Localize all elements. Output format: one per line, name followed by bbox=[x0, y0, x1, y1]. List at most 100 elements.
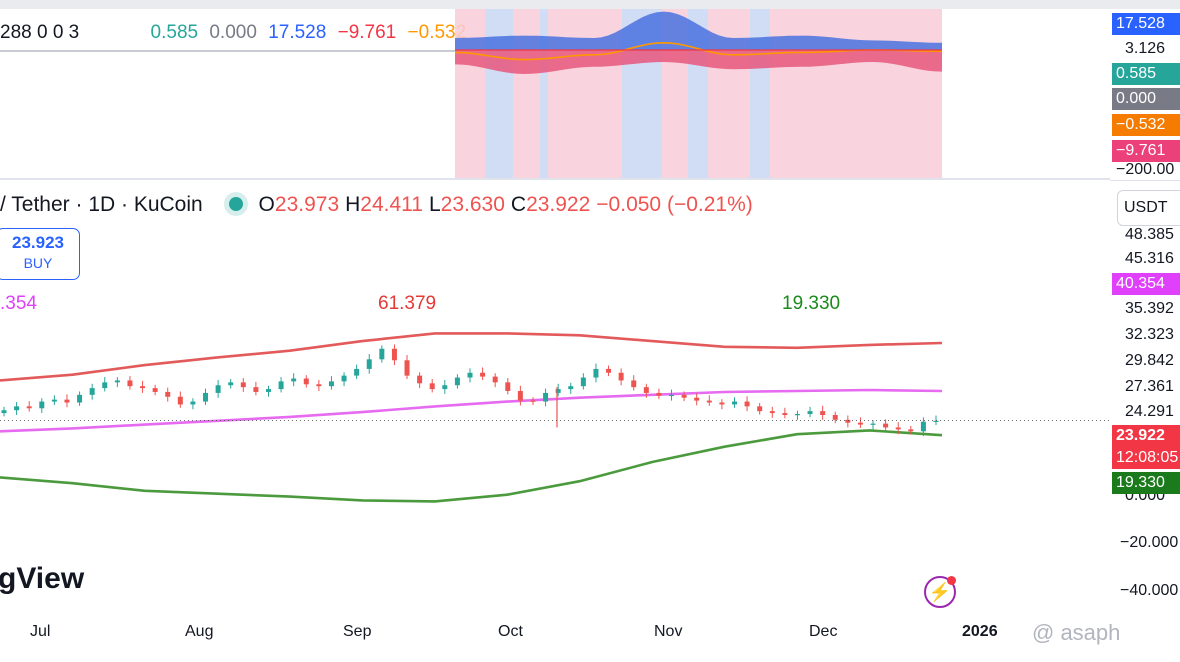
candle-body bbox=[417, 375, 423, 384]
candle-body bbox=[782, 413, 788, 415]
candle-body bbox=[933, 420, 939, 422]
indicator-values: 288 0 0 3 0.585 0.000 17.528 −9.761 −0.5… bbox=[0, 22, 472, 44]
candle-body bbox=[404, 360, 410, 376]
price-tick: 32.323 bbox=[1125, 326, 1174, 343]
indicator-tick: 3.126 bbox=[1125, 40, 1166, 57]
symbol-title[interactable]: / Tether · 1D · KuCoin bbox=[0, 193, 203, 216]
indicator-tag: 17.528 bbox=[1112, 13, 1180, 35]
candle-body bbox=[769, 411, 775, 414]
currency-button[interactable]: USDT bbox=[1117, 190, 1180, 226]
high-label: H bbox=[345, 193, 361, 216]
pane-divider[interactable] bbox=[0, 178, 1110, 180]
candle-body bbox=[140, 386, 146, 389]
x-label: Nov bbox=[654, 623, 683, 640]
candle-body bbox=[593, 368, 599, 378]
low-value: 23.630 bbox=[440, 193, 505, 216]
indicator-value: 0.000 bbox=[209, 22, 257, 43]
candle-body bbox=[190, 401, 196, 405]
chart-legend: / Tether · 1D · KuCoin O23.973 H24.411 L23… bbox=[0, 193, 759, 217]
x-label: Oct bbox=[498, 623, 523, 640]
lower-band-tag: 19.330 bbox=[1112, 472, 1180, 494]
axis-divider bbox=[1110, 180, 1180, 181]
oscillator-background-stripe bbox=[750, 9, 770, 178]
x-label: 2026 bbox=[962, 623, 998, 640]
candle-body bbox=[429, 383, 435, 390]
indicator-value: 17.528 bbox=[268, 22, 327, 43]
indicator-tick: −200.00 bbox=[1116, 161, 1175, 178]
candle-body bbox=[77, 394, 83, 403]
candle-body bbox=[480, 372, 486, 377]
candle-body bbox=[543, 392, 549, 402]
candle-body bbox=[895, 427, 901, 430]
candle-body bbox=[127, 380, 133, 387]
top-bar bbox=[0, 0, 1180, 9]
credit-watermark: @ asaph bbox=[1032, 620, 1121, 645]
candle-body bbox=[303, 378, 309, 385]
candle-body bbox=[530, 400, 536, 402]
candle-body bbox=[391, 348, 397, 361]
indicator-value: 288 0 0 3 bbox=[0, 22, 80, 43]
price-tick: −20.000 bbox=[1120, 534, 1179, 551]
price-tick: 35.392 bbox=[1125, 300, 1174, 317]
candle-body bbox=[631, 380, 637, 388]
indicator-value: 0.585 bbox=[150, 22, 199, 43]
candle-body bbox=[278, 381, 284, 390]
candle-body bbox=[857, 422, 863, 425]
countdown-tag: 12:08:05 bbox=[1112, 447, 1180, 469]
candle-body bbox=[102, 382, 108, 389]
candle-body bbox=[341, 375, 347, 382]
candle-body bbox=[744, 401, 750, 407]
candle-body bbox=[870, 423, 876, 425]
lower-band-line bbox=[0, 429, 943, 503]
buy-button[interactable]: 23.923 BUY bbox=[0, 228, 80, 280]
oscillator-background-stripe bbox=[455, 9, 485, 178]
candle-body bbox=[517, 390, 523, 401]
change-value: −0.050 (−0.21%) bbox=[596, 193, 753, 216]
candle-body bbox=[719, 402, 725, 405]
oscillator-background-stripe bbox=[770, 9, 815, 178]
indicator-tag: 0.585 bbox=[1112, 63, 1180, 85]
candle-body bbox=[228, 382, 234, 386]
candle-body bbox=[832, 414, 838, 420]
x-label: Dec bbox=[809, 623, 838, 640]
last-price-tag: 23.922 bbox=[1112, 425, 1180, 447]
price-tick: 45.316 bbox=[1125, 250, 1174, 267]
indicator-tag: −0.532 bbox=[1112, 114, 1180, 136]
candle-body bbox=[152, 388, 158, 392]
indicator-value: −0.532 bbox=[407, 22, 467, 43]
indicator-tag: −9.761 bbox=[1112, 140, 1180, 162]
candle-body bbox=[845, 419, 851, 423]
oscillator-background-stripe bbox=[540, 9, 548, 178]
indicator-tag: 0.000 bbox=[1112, 88, 1180, 110]
candle-body bbox=[177, 396, 183, 405]
x-label: Sep bbox=[343, 623, 372, 640]
close-value: 23.922 bbox=[526, 193, 591, 216]
candle-body bbox=[669, 394, 675, 397]
candle-body bbox=[26, 406, 32, 409]
x-label: Aug bbox=[185, 623, 214, 640]
oscillator-positive-area bbox=[455, 11, 942, 51]
candle-body bbox=[706, 400, 712, 403]
candle-body bbox=[908, 429, 914, 432]
candle-body bbox=[580, 377, 586, 387]
candle-body bbox=[1, 410, 7, 414]
candle-body bbox=[555, 389, 561, 393]
candle-body bbox=[820, 411, 826, 415]
candle-body bbox=[794, 414, 800, 416]
oscillator-background-stripe bbox=[485, 9, 513, 178]
flash-icon[interactable]: ⚡ bbox=[924, 576, 956, 608]
oscillator-background-stripe bbox=[513, 9, 540, 178]
candle-body bbox=[883, 423, 889, 428]
candle-body bbox=[757, 406, 763, 412]
band-label-lower: 19.330 bbox=[782, 293, 841, 314]
candle-body bbox=[316, 384, 322, 387]
candle-body bbox=[467, 372, 473, 378]
upper-band-line bbox=[0, 332, 943, 382]
oscillator-pane[interactable] bbox=[0, 0, 1110, 180]
middle-band-tag: 40.354 bbox=[1112, 273, 1180, 295]
candle-body bbox=[165, 391, 171, 397]
candle-body bbox=[681, 394, 687, 398]
indicator-zero-line bbox=[0, 50, 455, 52]
band-label-upper: 61.379 bbox=[378, 293, 437, 314]
price-pane[interactable] bbox=[0, 180, 1110, 610]
